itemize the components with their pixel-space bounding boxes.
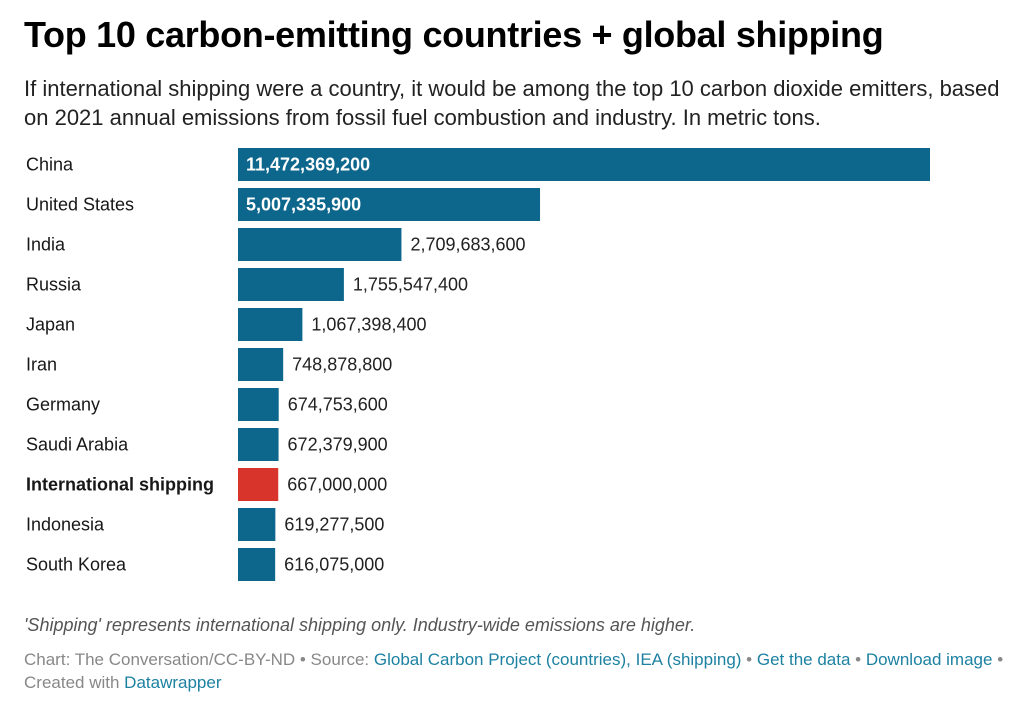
chart-note: 'Shipping' represents international ship… bbox=[24, 615, 696, 635]
category-label: Germany bbox=[26, 395, 100, 415]
credit-text: Chart: The Conversation/CC-BY-ND • Sourc… bbox=[24, 650, 374, 669]
category-label: Russia bbox=[26, 275, 82, 295]
category-label: Indonesia bbox=[26, 515, 105, 535]
value-label: 672,379,900 bbox=[288, 435, 388, 455]
get-data-link[interactable]: Get the data bbox=[756, 650, 851, 669]
value-label: 5,007,335,900 bbox=[246, 195, 361, 215]
category-label: China bbox=[26, 155, 74, 175]
category-label: United States bbox=[26, 195, 134, 215]
value-label: 1,067,398,400 bbox=[311, 315, 426, 335]
bar bbox=[238, 388, 279, 421]
category-label: South Korea bbox=[26, 555, 127, 575]
chart-footer: Chart: The Conversation/CC-BY-ND • Sourc… bbox=[24, 648, 1014, 694]
category-label: Japan bbox=[26, 315, 75, 335]
value-label: 748,878,800 bbox=[292, 355, 392, 375]
bar bbox=[238, 348, 284, 381]
bar bbox=[238, 228, 402, 261]
bar bbox=[238, 468, 279, 501]
separator: • bbox=[850, 650, 866, 669]
chart-subtitle: If international shipping were a country… bbox=[24, 76, 1000, 130]
bar bbox=[238, 508, 276, 541]
category-label: India bbox=[26, 235, 66, 255]
category-label: Iran bbox=[26, 355, 57, 375]
bar bbox=[238, 308, 303, 341]
value-label: 619,277,500 bbox=[284, 515, 384, 535]
created-with-text: • Created with bbox=[24, 650, 1004, 692]
chart-title: Top 10 carbon-emitting countries + globa… bbox=[24, 14, 884, 55]
value-label: 616,075,000 bbox=[284, 555, 384, 575]
datawrapper-link[interactable]: Datawrapper bbox=[124, 673, 222, 692]
separator: • bbox=[741, 650, 757, 669]
bar-chart: China 11,472,369,200 United States 5,007,33… bbox=[26, 148, 930, 581]
category-label: International shipping bbox=[26, 475, 214, 495]
bar bbox=[238, 148, 930, 181]
value-label: 674,753,600 bbox=[288, 395, 388, 415]
category-label: Saudi Arabia bbox=[26, 435, 129, 455]
value-label: 667,000,000 bbox=[287, 475, 387, 495]
value-label: 2,709,683,600 bbox=[410, 235, 525, 255]
download-image-link[interactable]: Download image bbox=[865, 650, 993, 669]
value-label: 1,755,547,400 bbox=[353, 275, 468, 295]
bar bbox=[238, 188, 541, 221]
bar bbox=[238, 548, 276, 581]
value-label: 11,472,369,200 bbox=[246, 155, 370, 175]
bar bbox=[238, 428, 279, 461]
bar bbox=[238, 268, 344, 301]
source-link[interactable]: Global Carbon Project (countries), IEA (… bbox=[373, 650, 742, 669]
